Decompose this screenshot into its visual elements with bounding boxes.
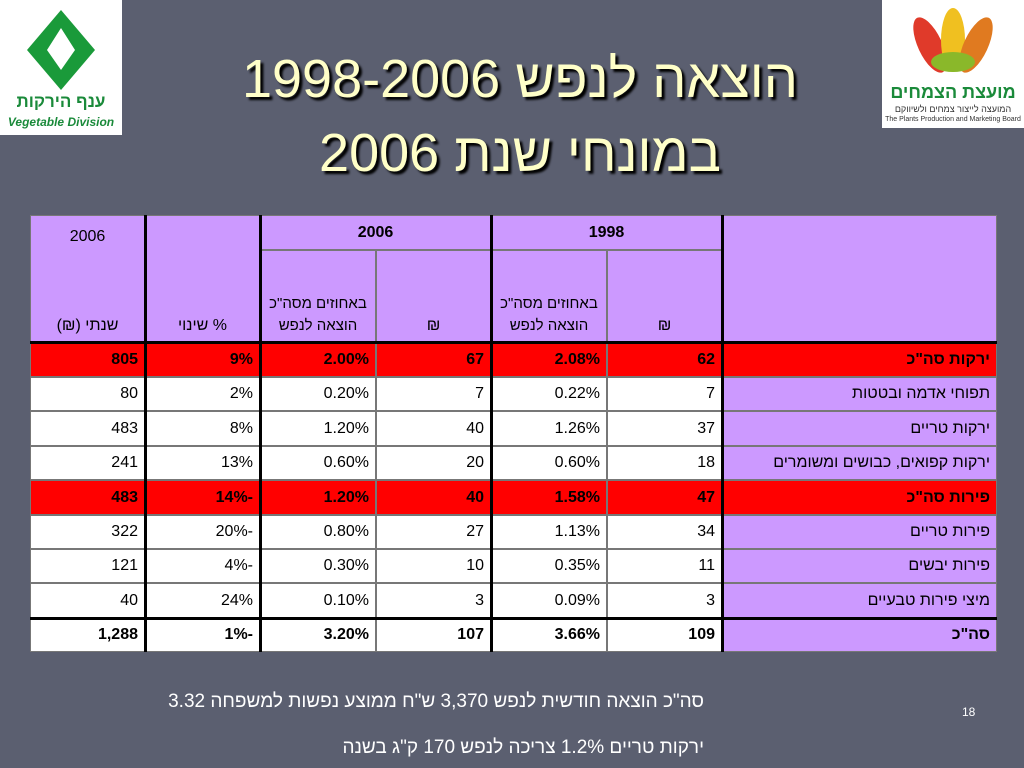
row-label: ירקות קפואים, כבושים ומשומרים	[722, 446, 997, 480]
row-label: פירות סה"כ	[722, 480, 997, 515]
row-label: מיצי פירות טבעיים	[722, 583, 997, 618]
table-cell: 1.26%	[491, 411, 607, 446]
header-cell: 1998	[491, 215, 722, 250]
row-label: סה"כ	[722, 618, 997, 652]
row-label: תפוחי אדמה ובטטות	[722, 377, 997, 411]
table-cell: 241	[30, 446, 145, 480]
logo-leaf	[47, 28, 75, 70]
header-text: 2006	[69, 228, 106, 245]
table-cell: 10	[376, 549, 491, 583]
table-cell: 107	[376, 618, 491, 652]
row-label: פירות יבשים	[722, 549, 997, 583]
title: הוצאה לנפש 1998-2006	[241, 49, 799, 109]
header-text: שנתי (₪)	[56, 317, 119, 334]
table-cell: 1.58%	[491, 480, 607, 515]
table-cell: 24%	[145, 583, 260, 618]
table-cell: 2.00%	[260, 342, 376, 377]
right-logo-art	[913, 8, 993, 73]
table-cell: 0.09%	[491, 583, 607, 618]
table-cell: 483	[30, 411, 145, 446]
header-cell	[722, 215, 997, 342]
header-cell: 2006 שנתי (₪)	[30, 215, 145, 342]
table-cell: 3	[376, 583, 491, 618]
table-cell: 483	[30, 480, 145, 515]
leaf	[931, 52, 975, 72]
table-cell: 0.80%	[260, 515, 376, 549]
table-cell: 2%	[145, 377, 260, 411]
table-cell: 67	[376, 342, 491, 377]
table-cell: 2.08%	[491, 342, 607, 377]
column-rule	[144, 215, 147, 652]
header-cell: % שינוי	[145, 215, 260, 342]
table-cell: 7	[607, 377, 722, 411]
row-rule	[30, 617, 997, 620]
table-cell: -14%	[145, 480, 260, 515]
table-cell: 9%	[145, 342, 260, 377]
table-cell: 40	[30, 583, 145, 618]
left-logo: ענף הירקות Vegetable Division	[0, 0, 122, 135]
left-logo-art	[27, 10, 95, 90]
table-cell: 20	[376, 446, 491, 480]
footer-note: ירקות טריים 1.2% צריכה לנפש 170 ק"ג בשנה	[342, 737, 704, 758]
column-rule	[490, 215, 493, 652]
title: במונחי שנת 2006	[319, 123, 721, 183]
logo-hebrew: ענף הירקות	[16, 92, 106, 111]
table-cell: 40	[376, 480, 491, 515]
table-cell: 1,288	[30, 618, 145, 652]
table-cell: 3	[607, 583, 722, 618]
header-cell: ₪	[607, 250, 722, 342]
column-rule	[721, 215, 724, 652]
table-cell: 11	[607, 549, 722, 583]
logo-hebrew: מועצת הצמחים	[890, 82, 1016, 102]
table-cell: 0.30%	[260, 549, 376, 583]
table-cell: 322	[30, 515, 145, 549]
table-cell: -20%	[145, 515, 260, 549]
table-cell: 121	[30, 549, 145, 583]
row-rule	[30, 341, 997, 344]
table-cell: 1.20%	[260, 411, 376, 446]
row-label: פירות טריים	[722, 515, 997, 549]
table-cell: 3.20%	[260, 618, 376, 652]
table-cell: 37	[607, 411, 722, 446]
table-cell: 27	[376, 515, 491, 549]
table-cell: 7	[376, 377, 491, 411]
row-label: ירקות סה"כ	[722, 342, 997, 377]
table-cell: 3.66%	[491, 618, 607, 652]
page-number: 18	[962, 705, 976, 719]
header-cell: ₪	[376, 250, 491, 342]
table-cell: 34	[607, 515, 722, 549]
table-cell: 0.10%	[260, 583, 376, 618]
footer-note: סה"כ הוצאה חודשית לנפש 3,370 ש"ח ממוצע נ…	[168, 691, 704, 712]
header-cell: 2006	[260, 215, 491, 250]
table-cell: 109	[607, 618, 722, 652]
table-cell: 47	[607, 480, 722, 515]
table-cell: 1.13%	[491, 515, 607, 549]
row-label: ירקות טריים	[722, 411, 997, 446]
table-cell: 1.20%	[260, 480, 376, 515]
table-cell: 0.60%	[491, 446, 607, 480]
table-cell: 0.20%	[260, 377, 376, 411]
table-cell: 0.60%	[260, 446, 376, 480]
logo-english: The Plants Production and Marketing Boar…	[885, 116, 1021, 123]
table-cell: 80	[30, 377, 145, 411]
table-cell: 40	[376, 411, 491, 446]
table-cell: 62	[607, 342, 722, 377]
table-cell: 8%	[145, 411, 260, 446]
table-cell: 0.22%	[491, 377, 607, 411]
header-cell: באחוזים מסה"כ הוצאה לנפש	[491, 250, 607, 342]
table-cell: -4%	[145, 549, 260, 583]
logo-subtitle: המועצה לייצור צמחים ולשיווקם	[894, 104, 1012, 114]
logo-english: Vegetable Division	[7, 115, 115, 129]
right-logo: מועצת הצמחים המועצה לייצור צמחים ולשיווק…	[882, 0, 1024, 128]
header-cell: באחוזים מסה"כ הוצאה לנפש	[260, 250, 376, 342]
table-cell: 805	[30, 342, 145, 377]
table-cell: 13%	[145, 446, 260, 480]
table-cell: 0.35%	[491, 549, 607, 583]
table-cell: 18	[607, 446, 722, 480]
column-rule	[259, 215, 262, 652]
table-cell: -1%	[145, 618, 260, 652]
